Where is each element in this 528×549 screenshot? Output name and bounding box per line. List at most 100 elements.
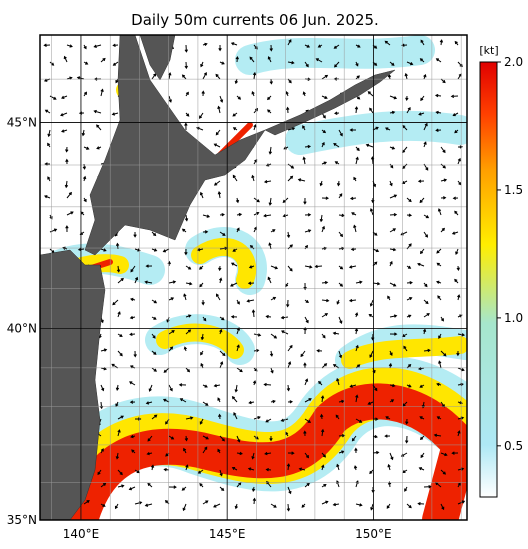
current-arrow: [303, 430, 307, 437]
current-arrow: [287, 361, 292, 369]
current-arrow: [437, 208, 442, 216]
current-arrow: [287, 175, 294, 182]
current-arrow: [355, 364, 361, 369]
colorbar-tick-label: 1.0: [504, 311, 523, 325]
current-arrow: [369, 350, 374, 358]
current-arrow: [440, 196, 447, 200]
current-arrow: [457, 157, 461, 165]
current-arrow: [389, 260, 393, 267]
current-arrow: [440, 163, 446, 169]
current-arrow: [202, 446, 208, 454]
current-arrow: [251, 452, 255, 460]
current-arrow: [252, 380, 257, 386]
current-arrow: [280, 315, 289, 320]
current-arrow: [454, 210, 459, 216]
current-arrow: [151, 248, 158, 252]
current-arrow: [185, 91, 189, 97]
current-arrow: [151, 231, 157, 237]
current-arrow: [433, 433, 442, 437]
current-arrow: [218, 413, 222, 420]
current-arrow: [44, 195, 51, 199]
current-arrow: [287, 265, 293, 272]
current-arrow: [117, 333, 123, 337]
current-arrow: [440, 227, 445, 233]
current-arrow: [148, 384, 153, 392]
current-arrow: [128, 486, 136, 491]
current-arrow: [43, 43, 51, 47]
current-arrow: [100, 503, 106, 507]
current-arrow: [232, 127, 238, 131]
current-arrow: [334, 61, 340, 68]
current-arrow: [217, 190, 222, 199]
current-arrow: [93, 44, 102, 48]
current-arrow: [213, 143, 221, 148]
current-arrow: [303, 282, 307, 291]
current-arrow: [302, 125, 306, 131]
current-arrow: [269, 435, 273, 442]
current-arrow: [218, 44, 222, 52]
current-arrow: [134, 248, 141, 252]
current-arrow: [349, 384, 357, 388]
current-arrow: [304, 244, 308, 250]
current-arrow: [115, 452, 120, 460]
current-arrow: [348, 298, 357, 303]
kurils: [264, 69, 396, 136]
current-arrow: [184, 435, 189, 442]
current-arrow: [439, 39, 444, 46]
current-arrow: [251, 486, 256, 493]
current-arrow: [97, 469, 102, 476]
current-arrow: [321, 129, 327, 134]
current-arrow: [402, 469, 408, 473]
current-arrow: [150, 464, 155, 471]
current-arrow: [354, 106, 359, 114]
current-arrow: [286, 231, 291, 239]
current-arrow: [287, 451, 295, 455]
current-arrow: [355, 280, 363, 284]
current-arrow: [230, 315, 238, 319]
current-arrow: [251, 174, 255, 182]
current-arrow: [338, 129, 343, 137]
current-arrow: [129, 315, 136, 320]
current-arrow: [419, 384, 425, 388]
current-arrow: [404, 486, 408, 492]
current-arrow: [253, 124, 257, 131]
current-arrow: [440, 178, 448, 182]
current-arrow: [369, 207, 374, 216]
current-arrow: [129, 332, 136, 337]
colorbar-tick-label: 2.0: [504, 55, 523, 69]
current-arrow: [389, 247, 397, 252]
current-arrow: [405, 418, 409, 425]
current-arrow: [423, 214, 430, 219]
current-arrow: [420, 452, 425, 459]
current-arrow: [252, 71, 257, 80]
current-arrow: [130, 434, 136, 439]
current-arrow: [300, 350, 306, 358]
current-arrow: [269, 78, 273, 85]
current-arrow: [321, 74, 329, 80]
current-arrow: [457, 145, 464, 149]
current-arrow: [270, 503, 277, 508]
current-arrow: [452, 112, 459, 117]
current-arrow: [265, 314, 272, 319]
current-arrow: [420, 39, 425, 46]
current-arrow: [321, 141, 325, 148]
current-arrow: [217, 105, 221, 114]
current-arrow: [47, 142, 51, 148]
current-arrow: [115, 78, 119, 84]
current-arrow: [435, 110, 442, 115]
current-arrow: [389, 180, 393, 187]
current-arrow: [438, 360, 442, 369]
current-arrow: [117, 350, 123, 357]
honshu: [40, 249, 106, 520]
current-arrow: [406, 281, 413, 285]
current-arrow: [457, 430, 461, 437]
current-arrow: [423, 299, 429, 305]
current-arrow: [434, 93, 442, 98]
current-arrow: [219, 95, 224, 103]
current-arrow: [355, 75, 360, 80]
current-arrow: [406, 61, 414, 66]
current-arrow: [144, 280, 153, 284]
current-arrow: [230, 42, 238, 46]
current-arrow: [218, 277, 223, 284]
